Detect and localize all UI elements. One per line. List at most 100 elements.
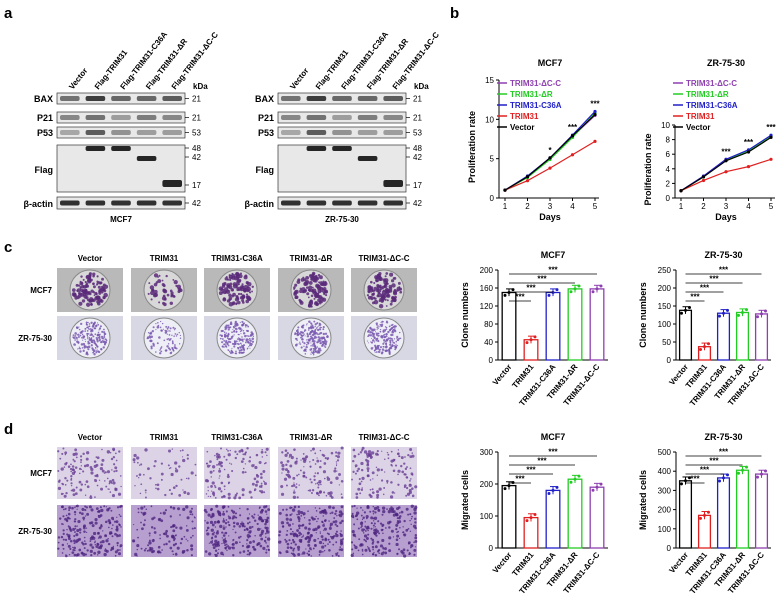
- cell-dot: [341, 519, 344, 523]
- colony-dot: [225, 289, 231, 294]
- colony-dot: [87, 348, 89, 350]
- plate-column-label: TRIM31-ΔC-C: [358, 433, 409, 442]
- colony-dot: [391, 345, 394, 348]
- cell-dot: [264, 518, 266, 521]
- colony-dot: [170, 338, 172, 340]
- cell-dot: [62, 515, 65, 518]
- cell-dot: [100, 508, 104, 513]
- cell-dot: [64, 483, 67, 486]
- colony-dot: [383, 331, 385, 333]
- colony-dot: [385, 344, 388, 346]
- colony-plate: [204, 316, 270, 360]
- cell-dot: [413, 548, 417, 552]
- chart-title: ZR-75-30: [704, 250, 742, 260]
- blot-band: [332, 130, 352, 135]
- cell-dot: [397, 483, 400, 486]
- cell-dot: [251, 482, 255, 486]
- colony-dot: [393, 298, 397, 303]
- cell-dot: [354, 545, 358, 550]
- cell-dot: [89, 496, 93, 500]
- cell-dot: [209, 495, 212, 498]
- cell-dot: [232, 515, 236, 519]
- colony-dot: [384, 326, 387, 328]
- colony-dot: [243, 349, 245, 352]
- data-point: [548, 156, 552, 160]
- cell-dot: [286, 542, 290, 546]
- colony-dot: [174, 327, 176, 330]
- colony-dot: [92, 285, 96, 289]
- cell-dot: [64, 538, 68, 541]
- colony-dot: [306, 339, 308, 341]
- cell-dot: [116, 506, 120, 509]
- colony-dot: [103, 292, 108, 298]
- cell-dot: [335, 464, 338, 467]
- colony-dot: [299, 343, 302, 345]
- colony-plate: [204, 268, 270, 312]
- cell-dot: [94, 518, 98, 522]
- cell-dot: [172, 506, 176, 510]
- cell-dot: [224, 540, 228, 543]
- colony-dot: [227, 340, 230, 343]
- cell-dot: [340, 505, 344, 509]
- colony-dot: [96, 280, 99, 283]
- colony-dot: [235, 330, 238, 333]
- colony-dot: [149, 339, 152, 343]
- cell-dot: [86, 549, 89, 552]
- colony-dot: [376, 294, 380, 298]
- colony-dot: [219, 337, 222, 340]
- cell-dot: [99, 541, 102, 544]
- replicate-point: [595, 287, 599, 291]
- colony-dot: [241, 283, 244, 286]
- colony-dot: [393, 288, 397, 292]
- cell-dot: [307, 536, 310, 539]
- colony-dot: [391, 326, 394, 330]
- cell-dot: [332, 543, 335, 546]
- colony-dot: [165, 329, 168, 333]
- cell-dot: [295, 457, 298, 460]
- cell-dot: [396, 517, 399, 520]
- colony-dot: [385, 272, 389, 275]
- cell-dot: [254, 465, 258, 470]
- cell-dot: [170, 526, 173, 529]
- cell-dot: [410, 523, 412, 526]
- cell-dot: [211, 523, 215, 527]
- y-tick-label: 10: [661, 121, 670, 130]
- cell-dot: [76, 525, 78, 527]
- cell-dot: [375, 466, 378, 469]
- colony-dot: [316, 294, 321, 299]
- migration-image: [351, 446, 418, 499]
- cell-dot: [84, 542, 87, 545]
- colony-dot: [81, 284, 85, 289]
- blot-band: [281, 115, 301, 120]
- colony-dot: [76, 288, 81, 293]
- cell-dot: [114, 550, 118, 554]
- cell-dot: [253, 513, 256, 516]
- cell-dot: [111, 494, 116, 498]
- blot-band: [85, 115, 106, 120]
- colony-dot: [159, 320, 162, 323]
- cell-dot: [360, 461, 364, 466]
- cell-dot: [225, 543, 228, 546]
- cell-dot: [244, 471, 247, 474]
- cell-dot: [407, 453, 410, 457]
- cell-dot: [72, 527, 76, 531]
- cell-dot: [301, 523, 305, 527]
- cell-dot: [74, 466, 78, 469]
- cell-dot: [80, 458, 83, 462]
- colony-dot: [374, 351, 376, 353]
- colony-dot: [316, 326, 318, 329]
- legend-entry: TRIM31: [686, 112, 715, 121]
- cell-dot: [378, 532, 381, 535]
- colony-dot: [372, 334, 375, 338]
- cell-dot: [278, 551, 281, 554]
- cell-dot: [94, 496, 96, 498]
- cell-dot: [359, 451, 363, 454]
- cell-dot: [388, 520, 392, 524]
- cell-dot: [220, 447, 223, 450]
- cell-dot: [176, 546, 180, 550]
- y-tick-label: 300: [480, 448, 494, 457]
- plate-column-label: TRIM31-ΔC-C: [358, 254, 409, 263]
- colony-dot: [163, 339, 166, 342]
- cell-dot: [83, 540, 86, 542]
- colony-dot: [169, 289, 173, 293]
